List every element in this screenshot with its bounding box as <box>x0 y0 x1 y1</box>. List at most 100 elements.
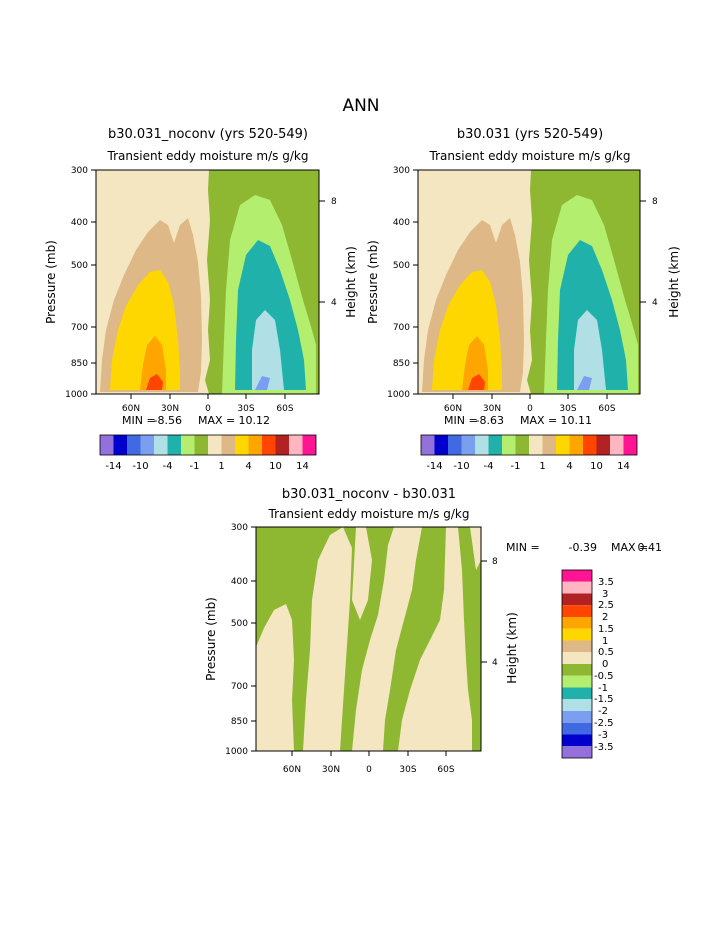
colorbar-label: 0.5 <box>598 647 614 658</box>
colorbar-swatch <box>583 435 597 455</box>
panel-title: b30.031_noconv - b30.031 <box>282 487 456 502</box>
contour-region-lightblue <box>574 310 606 390</box>
y-tick-label: 850 <box>393 359 410 369</box>
min-value: -8.63 <box>476 414 504 427</box>
contour-region-redorange <box>468 374 485 390</box>
x-axis: 60N 30N 0 30S 60S <box>283 751 455 775</box>
x-tick-label: 30S <box>559 404 576 414</box>
min-label: MIN = <box>122 414 156 427</box>
min-value: -8.56 <box>154 414 182 427</box>
max-value: 0.41 <box>638 541 663 554</box>
colorbar-label: 0 <box>602 659 608 670</box>
colorbar-label: 14 <box>617 461 630 472</box>
y-axis-left: 300 400 500 700 850 1000 Pressure (mb) <box>204 523 256 757</box>
y-axis-right: 8 4 Height (km) <box>319 197 358 318</box>
colorbar-swatch <box>127 435 141 455</box>
panel-title: b30.031 (yrs 520-549) <box>457 127 603 142</box>
colorbar-swatch <box>140 435 154 455</box>
colorbar-label: 10 <box>269 461 282 472</box>
colorbar-label: -14 <box>426 461 442 472</box>
colorbar-label: 2 <box>602 612 608 623</box>
colorbar-label: -2.5 <box>594 718 614 729</box>
panel-subtitle: Transient eddy moisture m/s g/kg <box>429 149 631 163</box>
colorbar-swatch <box>421 435 435 455</box>
colorbar: -14 -10 -4 -1 1 4 10 14 <box>420 434 638 472</box>
colorbar-swatch <box>475 435 489 455</box>
y2-axis-label: Height (km) <box>667 246 681 317</box>
colorbar-swatch <box>167 435 181 455</box>
colorbar-swatch <box>562 593 592 606</box>
y-tick-label: 700 <box>393 323 410 333</box>
panel-control: b30.031 (yrs 520-549) Transient eddy moi… <box>366 127 681 472</box>
x-tick-label: 60N <box>283 765 301 775</box>
colorbar-swatch <box>221 435 235 455</box>
page-title: ANN <box>342 96 379 116</box>
colorbar-label: -2 <box>598 706 608 717</box>
max-label: MAX = <box>520 414 557 427</box>
colorbar-label: 1.5 <box>598 624 614 635</box>
y-axis-right: 8 4 Height (km) <box>481 557 519 684</box>
x-tick-label: 30S <box>237 404 254 414</box>
y-tick-label: 1000 <box>65 390 88 400</box>
colorbar-swatch <box>488 435 502 455</box>
contour-region-cornflower <box>255 376 270 390</box>
y-tick-label: 400 <box>393 218 410 228</box>
max-value: 10.11 <box>561 414 593 427</box>
colorbar-label: -0.5 <box>594 671 614 682</box>
x-tick-label: 60N <box>444 404 462 414</box>
x-tick-label: 60S <box>437 765 454 775</box>
y-tick-label: 400 <box>231 577 248 587</box>
colorbar-swatch <box>596 435 610 455</box>
colorbar-label: -3.5 <box>594 742 614 753</box>
x-tick-label: 30S <box>399 765 416 775</box>
y2-tick-label: 8 <box>331 197 337 207</box>
y-tick-label: 500 <box>393 261 410 271</box>
colorbar-swatch <box>562 581 592 594</box>
colorbar-swatch <box>562 664 592 676</box>
colorbar-swatch <box>623 435 637 455</box>
y2-axis-label: Height (km) <box>344 246 358 317</box>
colorbar-label: -4 <box>484 461 494 472</box>
colorbar-swatch <box>562 628 592 641</box>
contour-region-cream <box>303 527 352 751</box>
contour-region-lightblue <box>252 310 284 390</box>
x-tick-label: 60S <box>598 404 615 414</box>
colorbar-label: -10 <box>453 461 469 472</box>
colorbar-swatch <box>100 435 114 455</box>
colorbar-label: 3.5 <box>598 577 614 588</box>
x-tick-label: 0 <box>366 765 372 775</box>
y-tick-label: 500 <box>231 619 248 629</box>
colorbar-label: 1 <box>218 461 224 472</box>
colorbar-swatch <box>235 435 249 455</box>
colorbar-label: 4 <box>566 461 572 472</box>
contour-field <box>417 169 641 395</box>
y-axis-left: 300 400 500 700 850 1000 Pressure (mb) <box>44 166 96 400</box>
colorbar-swatch <box>154 435 168 455</box>
x-axis: 60N 30N 0 30S 60S <box>444 394 616 414</box>
colorbar-label: -3 <box>598 730 608 741</box>
x-axis: 60N 30N 0 30S 60S <box>122 394 294 414</box>
colorbar-label: 1 <box>602 636 608 647</box>
min-label: MIN = <box>506 541 540 554</box>
colorbar-label: -1 <box>598 683 608 694</box>
colorbar-swatch <box>562 687 592 700</box>
x-tick-label: 30N <box>322 765 340 775</box>
y-tick-label: 850 <box>71 359 88 369</box>
contour-region-cream <box>352 527 372 620</box>
colorbar-swatch <box>248 435 262 455</box>
y2-tick-label: 4 <box>331 298 337 308</box>
colorbar-swatch <box>515 435 529 455</box>
colorbar-swatch <box>610 435 624 455</box>
x-tick-label: 30N <box>483 404 501 414</box>
max-value: 10.12 <box>239 414 271 427</box>
x-tick-label: 0 <box>527 404 533 414</box>
colorbar-swatch <box>562 699 592 711</box>
y-axis-label: Pressure (mb) <box>366 240 380 324</box>
colorbar-swatch <box>194 435 208 455</box>
colorbar-swatch <box>562 605 592 617</box>
colorbar-swatch <box>562 652 592 664</box>
x-tick-label: 0 <box>205 404 211 414</box>
y-tick-label: 400 <box>71 218 88 228</box>
colorbar-label: -4 <box>163 461 173 472</box>
colorbar-swatch <box>556 435 570 455</box>
